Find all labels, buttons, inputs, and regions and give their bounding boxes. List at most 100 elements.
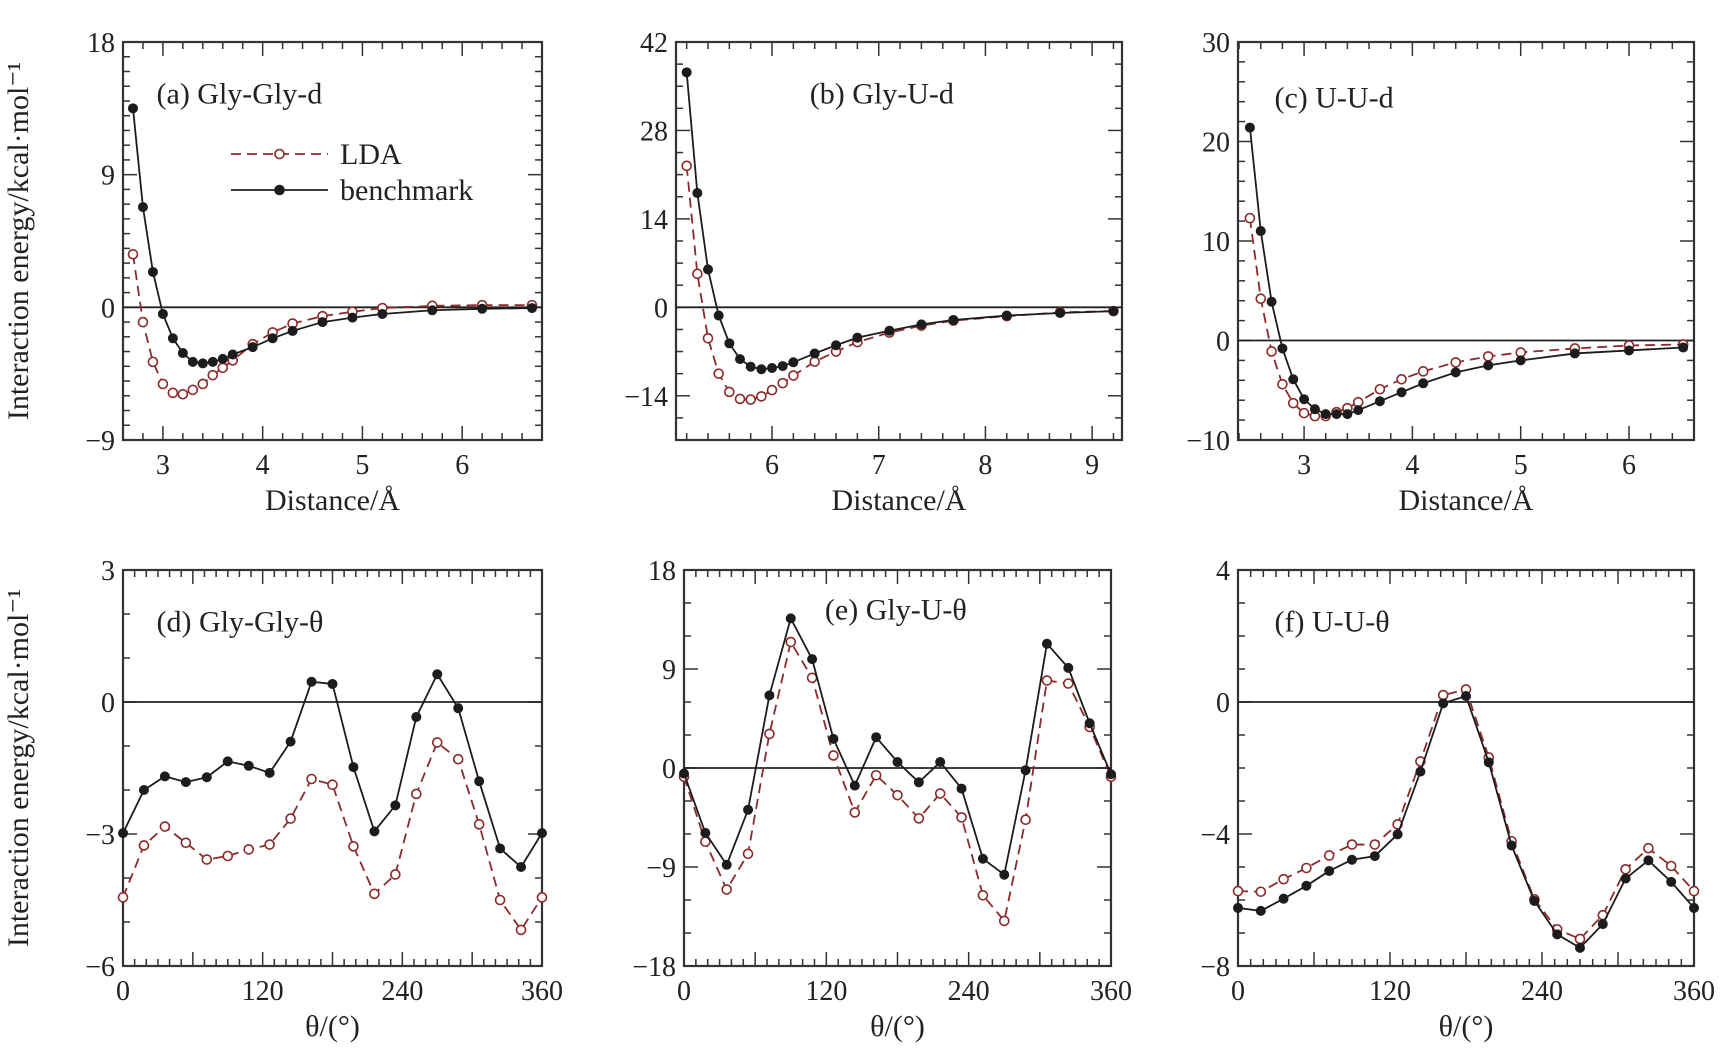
- data-point-benchmark: [285, 736, 296, 747]
- data-point-benchmark: [477, 303, 488, 314]
- data-point-benchmark: [1461, 691, 1471, 702]
- data-point-lda: [809, 356, 821, 367]
- data-point-benchmark: [1529, 895, 1540, 906]
- data-point-benchmark: [1515, 355, 1526, 366]
- data-point-lda: [934, 788, 946, 799]
- y-tick-label: 0: [1216, 327, 1230, 358]
- y-tick-label: 18: [648, 556, 676, 587]
- data-point-benchmark: [735, 354, 746, 365]
- data-point-benchmark: [369, 826, 380, 837]
- data-point-lda: [197, 378, 209, 390]
- series-line-lda: [122, 741, 543, 932]
- plot-frame: [1236, 568, 1696, 968]
- x-axis-label: θ/(°): [870, 1010, 925, 1043]
- data-point-benchmark: [411, 711, 422, 722]
- y-tick-label: 0: [654, 293, 668, 324]
- data-point-benchmark: [1106, 769, 1116, 780]
- data-point-lda: [1277, 378, 1288, 390]
- data-point-benchmark: [745, 361, 756, 372]
- data-point-benchmark: [999, 869, 1010, 880]
- data-point-lda: [766, 384, 778, 396]
- data-point-lda: [681, 160, 692, 172]
- data-point-lda: [745, 394, 756, 405]
- plot-frame: [674, 40, 1124, 442]
- data-point-benchmark: [948, 314, 959, 325]
- data-point-benchmark: [217, 353, 228, 364]
- data-point-benchmark: [852, 332, 863, 343]
- data-point-lda: [138, 840, 150, 851]
- data-point-benchmark: [1233, 902, 1243, 913]
- data-point-lda: [117, 892, 129, 903]
- data-point-benchmark: [807, 654, 818, 665]
- data-point-benchmark: [713, 310, 724, 321]
- data-point-benchmark: [1552, 929, 1563, 940]
- data-point-benchmark: [1084, 718, 1095, 729]
- x-tick-label: 4: [256, 450, 270, 481]
- data-point-benchmark: [743, 804, 754, 815]
- data-point-benchmark: [267, 333, 278, 344]
- x-axis-label: Distance/Å: [832, 484, 967, 517]
- series-line-lda: [1249, 217, 1684, 418]
- data-point-benchmark: [453, 703, 464, 714]
- data-point-benchmark: [1324, 865, 1335, 876]
- data-point-lda: [187, 384, 199, 396]
- x-tick-label: 120: [805, 976, 847, 1007]
- data-point-benchmark: [1678, 342, 1689, 353]
- data-point-benchmark: [703, 264, 714, 275]
- data-point-benchmark: [1278, 893, 1289, 904]
- y-tick-label: 0: [101, 688, 115, 719]
- data-point-benchmark: [1020, 765, 1031, 776]
- data-point-benchmark: [222, 756, 233, 767]
- data-point-benchmark: [474, 776, 485, 787]
- data-point-benchmark: [1374, 396, 1385, 407]
- x-tick-label: 3: [156, 450, 170, 481]
- data-point-lda: [159, 821, 171, 832]
- data-point-benchmark: [177, 348, 188, 359]
- data-point-benchmark: [390, 800, 401, 811]
- x-tick-label: 240: [381, 976, 423, 1007]
- y-tick-label: 0: [662, 754, 676, 785]
- y-tick-label: 18: [87, 28, 115, 59]
- data-point-lda: [977, 889, 989, 901]
- data-point-benchmark: [956, 783, 967, 794]
- data-point-benchmark: [849, 780, 860, 791]
- data-point-lda: [1232, 885, 1244, 897]
- data-point-lda: [806, 672, 818, 684]
- data-point-lda: [1574, 933, 1586, 945]
- data-point-benchmark: [201, 772, 212, 783]
- data-point-lda: [788, 370, 799, 381]
- data-point-benchmark: [317, 317, 328, 328]
- series-line-lda: [1237, 688, 1695, 941]
- data-point-benchmark: [348, 762, 359, 773]
- panel-title: (b) Gly-U-d: [810, 78, 954, 111]
- series-line-benchmark: [132, 108, 533, 365]
- y-tick-label: −3: [85, 820, 115, 851]
- data-point-benchmark: [1041, 638, 1052, 649]
- data-point-lda: [1620, 864, 1631, 875]
- x-tick-label: 8: [978, 450, 992, 481]
- data-point-lda: [1396, 374, 1407, 385]
- data-point-lda: [702, 332, 714, 344]
- x-tick-label: 5: [1514, 450, 1528, 481]
- data-point-lda: [1020, 814, 1031, 826]
- data-point-benchmark: [977, 853, 988, 864]
- data-point-lda: [348, 841, 359, 852]
- data-point-benchmark: [1450, 367, 1461, 378]
- data-point-benchmark: [347, 312, 358, 323]
- x-tick-label: 6: [1622, 450, 1636, 481]
- data-point-lda: [157, 378, 169, 390]
- data-point-benchmark: [247, 342, 258, 353]
- x-tick-label: 3: [1297, 450, 1311, 481]
- data-point-lda: [1255, 886, 1267, 898]
- plot-frame: [1236, 40, 1696, 442]
- x-axis-label: Distance/Å: [265, 484, 400, 517]
- data-point-benchmark: [1320, 409, 1331, 420]
- data-point-lda: [1374, 383, 1386, 395]
- data-point-lda: [147, 356, 159, 368]
- data-point-benchmark: [167, 333, 178, 344]
- data-point-lda: [777, 377, 788, 389]
- x-tick-label: 0: [1231, 976, 1245, 1007]
- y-tick-label: −18: [632, 952, 676, 983]
- data-point-lda: [264, 839, 275, 850]
